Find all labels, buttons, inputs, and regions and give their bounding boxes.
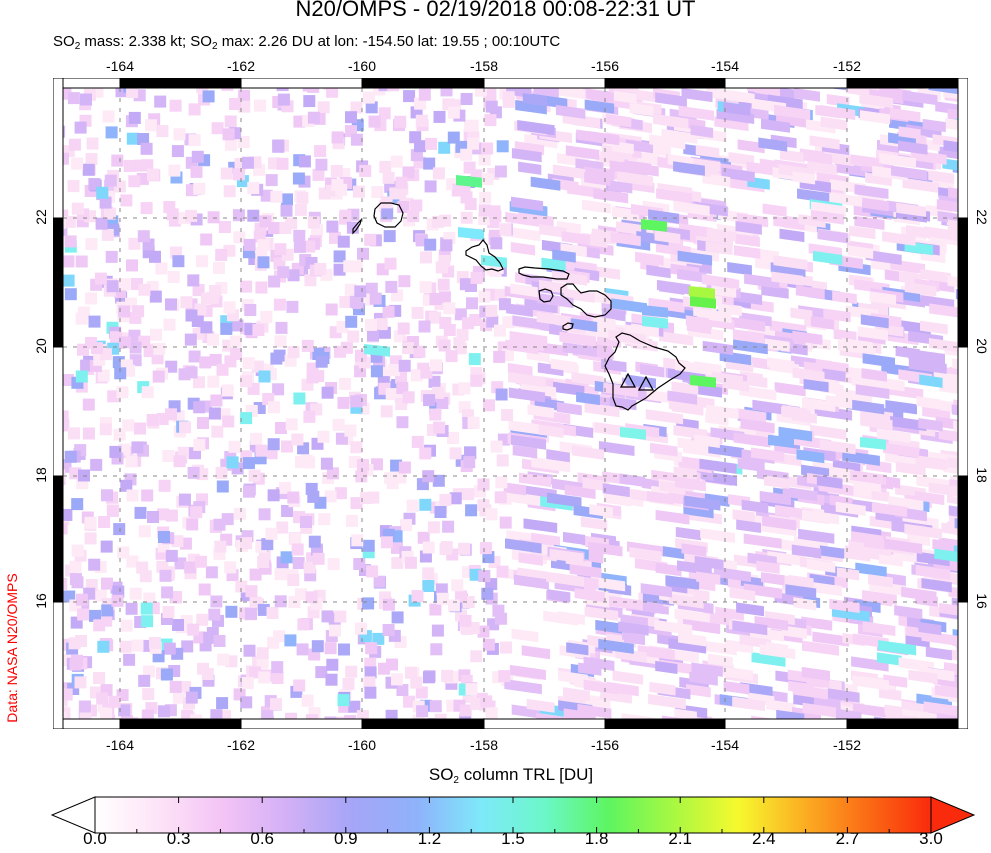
lat-tick-label: 18 xyxy=(33,467,49,483)
colorbar-tick-label: 1.5 xyxy=(501,829,525,848)
oahu-outline xyxy=(465,239,504,272)
lon-tick-label: -160 xyxy=(347,737,377,753)
lat-tick-label: 16 xyxy=(974,593,990,609)
lon-tick-label: -164 xyxy=(105,58,135,74)
colorbar-tick-label: 1.2 xyxy=(417,829,442,848)
colorbar xyxy=(50,796,976,834)
lon-tick-label: -154 xyxy=(710,58,740,74)
lon-tick-label: -156 xyxy=(590,58,620,74)
map-frame xyxy=(53,78,968,729)
hawaii-big-island-outline xyxy=(604,332,686,411)
molokai-outline xyxy=(518,266,570,280)
colorbar-tick-label: 2.4 xyxy=(751,829,776,848)
colorbar-label-so: SO xyxy=(428,765,454,784)
subtitle-sub-2b: 2 xyxy=(211,41,218,52)
lon-tick-label: -152 xyxy=(832,737,862,753)
niihau-outline xyxy=(352,218,363,235)
lat-tick-label: 22 xyxy=(974,209,990,225)
subtitle-so-prefix: SO xyxy=(53,33,75,50)
lat-tick-label: 20 xyxy=(974,338,990,354)
colorbar-under-arrow xyxy=(50,796,96,834)
volcano-mauna-loa-icon xyxy=(619,372,637,388)
colorbar-tick-label: 0.6 xyxy=(250,829,274,848)
colorbar-tick-label: 3.0 xyxy=(919,829,943,848)
lon-tick-label: -154 xyxy=(710,737,740,753)
colorbar-label: SO2 column TRL [DU] xyxy=(0,765,991,786)
data-credit: Data: NASA N20/OMPS xyxy=(4,573,20,723)
lon-tick-label: -164 xyxy=(105,737,135,753)
colorbar-tick-label: 0.3 xyxy=(166,829,191,848)
lat-tick-label: 22 xyxy=(33,209,49,225)
colorbar-tick-label: 2.1 xyxy=(668,829,692,848)
lon-tick-label: -160 xyxy=(347,58,377,74)
colorbar-over-arrow xyxy=(930,796,976,834)
colorbar-label-sub: 2 xyxy=(453,775,459,786)
graticule xyxy=(53,78,968,729)
kauai-outline xyxy=(373,202,404,228)
colorbar-tick-label: 0.0 xyxy=(83,829,107,848)
lanai-outline xyxy=(538,288,554,303)
lon-tick-label: -162 xyxy=(226,58,256,74)
colorbar-tick-label: 1.8 xyxy=(584,829,609,848)
subtitle-sub-2: 2 xyxy=(74,41,81,52)
subtitle-max: max: 2.26 DU at lon: -154.50 lat: 19.55 … xyxy=(217,33,561,50)
lon-tick-label: -156 xyxy=(590,737,620,753)
lon-tick-label: -152 xyxy=(832,58,862,74)
volcano-kilauea-icon xyxy=(637,375,655,391)
plot-title: N20/OMPS - 02/19/2018 00:08-22:31 UT xyxy=(295,0,696,21)
colorbar-tick-label: 2.7 xyxy=(835,829,860,848)
lat-tick-label: 20 xyxy=(33,338,49,354)
colorbar-ticks xyxy=(94,797,932,833)
coastlines xyxy=(352,202,686,411)
colorbar-label-suffix: column TRL [DU] xyxy=(458,765,594,784)
lat-tick-label: 16 xyxy=(33,593,49,609)
plot-subtitle: SO2 mass: 2.338 kt; SO2 max: 2.26 DU at … xyxy=(53,33,560,52)
lon-tick-label: -158 xyxy=(469,58,499,74)
lon-tick-label: -162 xyxy=(226,737,256,753)
kahoolawe-outline xyxy=(562,322,574,331)
lat-tick-label: 18 xyxy=(974,467,990,483)
so2-map xyxy=(53,78,968,729)
volcano-markers xyxy=(619,372,655,391)
so2-pixel-layer xyxy=(53,78,968,729)
lon-tick-label: -158 xyxy=(469,737,499,753)
maui-outline xyxy=(560,283,612,318)
subtitle-mass: mass: 2.338 kt; SO xyxy=(80,33,212,50)
colorbar-tick-label: 0.9 xyxy=(333,829,358,848)
